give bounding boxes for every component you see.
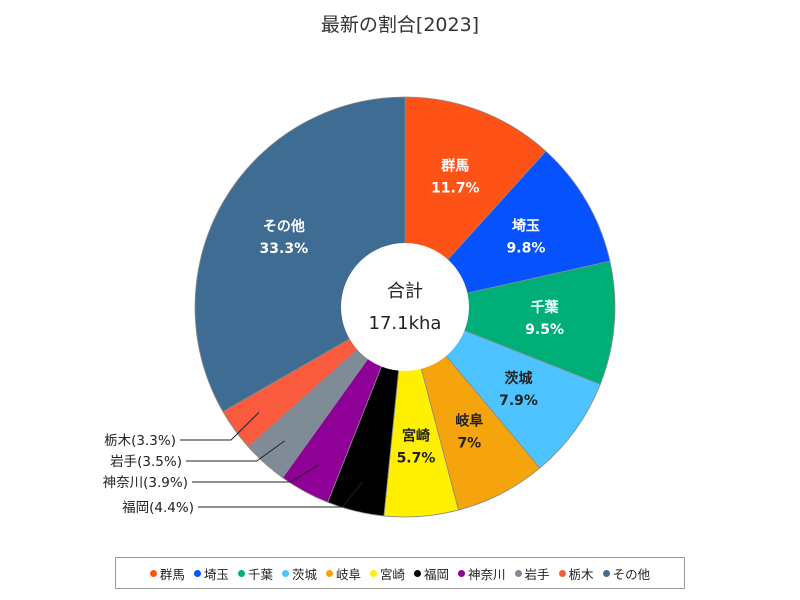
slice-name-label: 千葉 bbox=[531, 299, 560, 316]
legend-label: 群馬 bbox=[159, 566, 185, 582]
leader-line bbox=[192, 464, 320, 483]
slice-outside-label: 栃木(3.3%) bbox=[104, 433, 176, 449]
legend-label: 栃木 bbox=[568, 566, 594, 582]
legend-marker bbox=[514, 569, 522, 577]
slice-name-label: 宮崎 bbox=[402, 428, 430, 445]
slice-outside-label: 神奈川(3.9%) bbox=[103, 475, 188, 491]
legend-item: 群馬 bbox=[149, 564, 185, 583]
legend-label: 岩手 bbox=[524, 566, 550, 582]
center-label: 合計 bbox=[387, 281, 423, 302]
legend: 群馬 埼玉 千葉 茨城 岐阜 宮崎 福岡 神奈川 岩手 栃木 その他 bbox=[115, 557, 685, 589]
legend-label: 福岡 bbox=[424, 566, 450, 582]
slice-value-label: 9.5% bbox=[525, 322, 564, 338]
slice-value-label: 33.3% bbox=[260, 241, 309, 257]
slice-name-label: 埼玉 bbox=[512, 217, 540, 234]
leader-line bbox=[186, 440, 285, 462]
donut-chart: 合計 17.1kha 群馬 11.7% 埼玉 9.8% 千葉 9.5% 茨城 7.9% 岐阜 7%… bbox=[103, 96, 616, 518]
legend-marker bbox=[458, 569, 466, 577]
legend-label: 宮崎 bbox=[379, 566, 405, 582]
legend-item: 千葉 bbox=[237, 564, 273, 583]
legend-item: 岩手 bbox=[514, 564, 550, 583]
chart-title: 最新の割合[2023] bbox=[320, 14, 480, 36]
legend-item: 栃木 bbox=[558, 564, 594, 583]
pie-slice bbox=[403, 150, 611, 308]
legend-item: 神奈川 bbox=[458, 564, 506, 583]
legend-label: その他 bbox=[612, 566, 651, 582]
donut-hole bbox=[341, 243, 469, 371]
slice-value-label: 11.7% bbox=[431, 180, 480, 196]
slice-name-label: 群馬 bbox=[440, 157, 469, 174]
pie-slice bbox=[403, 260, 616, 385]
legend-marker bbox=[281, 569, 289, 577]
legend-label: 埼玉 bbox=[203, 566, 229, 582]
legend-label: 神奈川 bbox=[468, 566, 506, 582]
legend-marker bbox=[602, 569, 610, 577]
legend-item: 岐阜 bbox=[325, 564, 361, 583]
legend-marker bbox=[193, 569, 201, 577]
leader-line bbox=[198, 481, 363, 508]
slice-value-label: 7% bbox=[457, 435, 481, 451]
leader-line bbox=[180, 411, 260, 441]
legend-item: その他 bbox=[602, 564, 651, 583]
legend-item: 福岡 bbox=[414, 564, 449, 583]
slice-name-label: 茨城 bbox=[505, 370, 533, 387]
legend-marker bbox=[369, 569, 377, 577]
legend-label: 茨城 bbox=[291, 566, 317, 582]
legend-marker bbox=[558, 569, 566, 577]
slice-name-label: 岐阜 bbox=[455, 412, 483, 429]
legend-label: 岐阜 bbox=[335, 566, 361, 582]
legend-marker bbox=[414, 569, 421, 577]
legend-item: 埼玉 bbox=[193, 564, 229, 583]
slice-outside-label: 岩手(3.5%) bbox=[110, 454, 182, 470]
slice-outside-label: 福岡(4.4%) bbox=[122, 500, 194, 516]
legend-item: 宮崎 bbox=[369, 564, 405, 583]
legend-label: 千葉 bbox=[247, 566, 273, 582]
legend-marker bbox=[237, 569, 245, 577]
slice-name-label: その他 bbox=[263, 218, 305, 235]
legend-marker bbox=[149, 569, 157, 577]
legend-marker bbox=[325, 569, 333, 577]
slice-value-label: 9.8% bbox=[507, 240, 546, 256]
center-value: 17.1kha bbox=[369, 313, 442, 334]
slice-value-label: 7.9% bbox=[499, 393, 538, 409]
slice-value-label: 5.7% bbox=[397, 451, 436, 467]
legend-item: 茨城 bbox=[281, 564, 317, 583]
